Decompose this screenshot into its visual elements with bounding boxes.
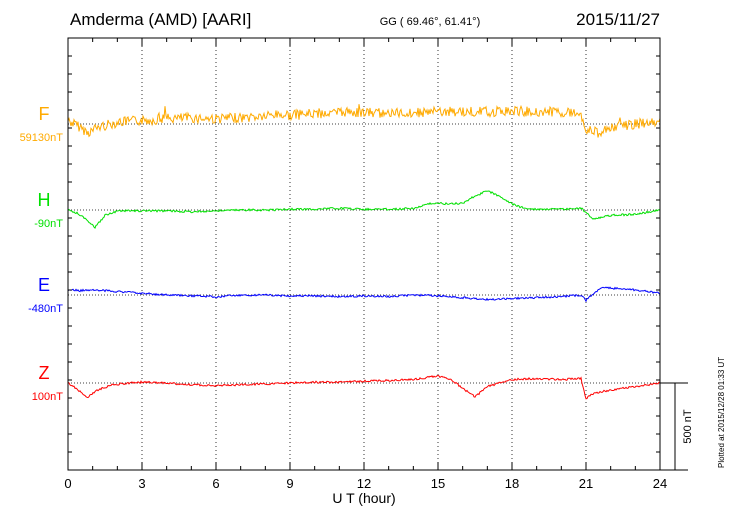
series-baseline-label-z: 100nT [32,391,63,403]
series-name-f: F [39,104,50,124]
series-baseline-label-f: 59130nT [20,132,64,144]
x-tick-label-18: 18 [505,476,519,491]
series-name-z: Z [39,363,50,383]
x-tick-label-0: 0 [64,476,71,491]
scale-bar-label: 500 nT [682,409,694,444]
x-tick-label-9: 9 [286,476,293,491]
series-line-e [67,286,661,303]
x-tick-label-21: 21 [579,476,593,491]
coordinates-label: GG ( 69.46°, 61.41°) [380,16,481,28]
plotted-timestamp: Plotted at 2015/12/28 01:33 UT [717,357,726,468]
scale-bar: 500 nT [660,382,694,471]
x-tick-label-24: 24 [653,476,667,491]
series-labels: F 59130nT H -90nT E -480nT Z 100nT [20,104,64,403]
series-lines [67,104,661,400]
x-axis: 0 3 6 9 12 15 18 21 24 [64,38,667,491]
series-baseline-label-h: -90nT [34,218,63,230]
x-axis-label: U T (hour) [332,490,395,506]
series-line-z [67,374,661,400]
x-tick-label-6: 6 [212,476,219,491]
series-name-e: E [38,275,50,295]
grid-lines [141,38,587,470]
station-title: Amderma (AMD) [AARI] [70,10,251,29]
date-label: 2015/11/27 [576,10,660,29]
series-line-h [67,190,660,230]
series-baseline-label-e: -480nT [28,303,63,315]
series-line-f [67,104,661,138]
x-tick-label-15: 15 [431,476,445,491]
x-tick-label-3: 3 [138,476,145,491]
x-tick-label-12: 12 [357,476,371,491]
series-name-h: H [38,190,51,210]
